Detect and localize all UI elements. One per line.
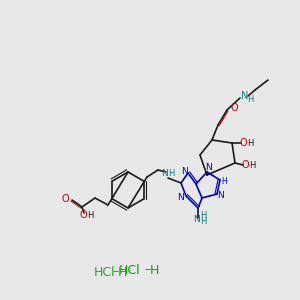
Text: H: H [247,139,253,148]
Text: O: O [61,194,69,204]
Text: –: – [145,263,151,277]
Text: H: H [221,178,227,187]
Text: O: O [239,138,247,148]
Text: N: N [162,169,168,178]
Text: H: H [87,212,93,220]
Text: N: N [193,215,200,224]
Text: H: H [149,263,159,277]
Text: HCl: HCl [94,266,116,278]
Text: –: – [113,266,119,278]
Text: H: H [247,94,253,103]
Text: O: O [79,210,87,220]
Text: H: H [117,266,127,278]
Text: H: H [200,218,206,226]
Text: N: N [205,164,212,172]
Text: H: H [168,169,174,178]
Text: N: N [241,91,249,101]
Text: O: O [230,103,238,113]
Text: N: N [181,167,188,176]
Text: N: N [178,193,184,202]
Text: H: H [249,160,255,169]
Text: O: O [241,160,249,170]
Text: H: H [200,212,206,220]
Text: N: N [217,191,224,200]
Text: HCl: HCl [119,263,141,277]
